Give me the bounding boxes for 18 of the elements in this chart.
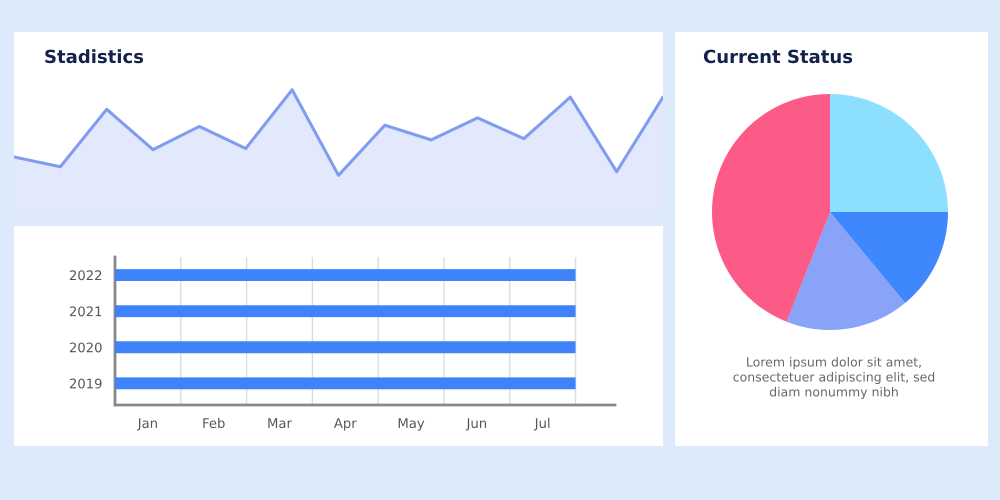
chart-title: Current Status bbox=[704, 50, 852, 64]
y-tick-label: 2020 bbox=[70, 342, 102, 352]
pie-slice bbox=[786, 212, 906, 330]
pie-slice bbox=[830, 212, 948, 303]
pie-slice bbox=[830, 94, 948, 212]
text: Feb bbox=[203, 418, 225, 428]
text: Lorem ipsum dolor sit amet, consectetuer adipiscing elit, sed diam nonummy nibh bbox=[733, 357, 934, 399]
y-tick-label: 2019 bbox=[70, 378, 102, 389]
text: Mar bbox=[268, 418, 292, 428]
text: May bbox=[398, 418, 424, 431]
y-tick-label: 2022 bbox=[70, 270, 102, 280]
text: Jul bbox=[534, 418, 550, 431]
text: Jun bbox=[466, 418, 486, 431]
text: Apr bbox=[334, 418, 357, 431]
text: Jan bbox=[137, 418, 157, 431]
pie-slice bbox=[712, 94, 830, 322]
y-tick-label: 2021 bbox=[70, 306, 102, 316]
chart-title: Stadistics bbox=[45, 49, 144, 64]
